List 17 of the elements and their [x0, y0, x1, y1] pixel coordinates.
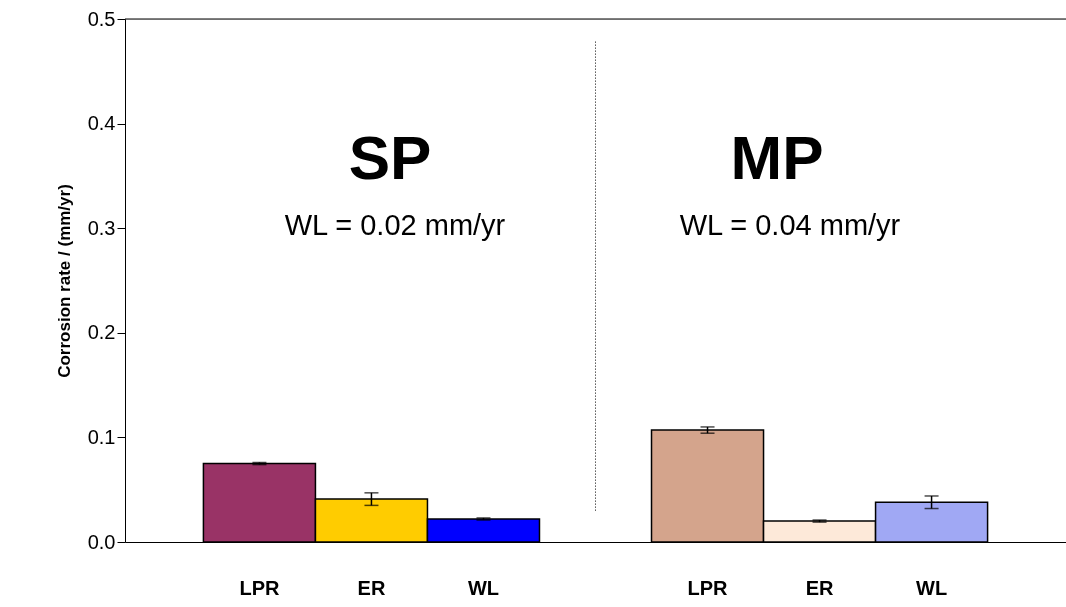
x-tick-label: WL — [916, 576, 948, 599]
annotation: WL = 0.02 mm/yr — [284, 209, 506, 241]
y-tick-label: 0.4 — [87, 112, 116, 135]
y-tick-label: 0.2 — [87, 321, 116, 344]
y-axis-title: Corrosion rate / (mm/yr) — [54, 184, 74, 378]
y-tick-label: 0.1 — [87, 425, 116, 448]
annotation: MP — [730, 123, 824, 192]
y-tick-label: 0.5 — [87, 7, 116, 30]
annotation: SP — [348, 123, 432, 192]
annotation: WL = 0.04 mm/yr — [679, 209, 901, 241]
y-tick-label: 0.3 — [87, 216, 116, 239]
x-tick-label: LPR — [239, 576, 280, 599]
x-tick-label: LPR — [687, 576, 729, 599]
x-tick-label: ER — [805, 576, 834, 599]
y-tick-label: 0.0 — [87, 530, 116, 553]
x-tick-label: WL — [467, 576, 500, 599]
x-tick-label: ER — [357, 576, 386, 599]
